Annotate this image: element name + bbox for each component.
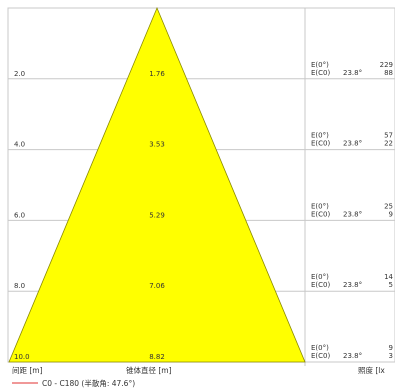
- angle-label-10.0: 23.8°: [343, 352, 362, 360]
- ec0-label-2.0: E(C0): [311, 69, 330, 77]
- distance-label-2.0: 2.0: [14, 70, 25, 78]
- ec0-label-10.0: E(C0): [311, 352, 330, 360]
- e0-value-4.0: 57: [384, 132, 393, 140]
- angle-label-4.0: 23.8°: [343, 140, 362, 148]
- distance-axis-label: 间距 [m]: [12, 366, 43, 375]
- ec0-value-4.0: 22: [384, 140, 393, 148]
- e0-value-2.0: 229: [380, 61, 393, 69]
- e0-label-2.0: E(0°): [311, 61, 329, 69]
- diameter-axis-label: 锥体直径 [m]: [126, 365, 172, 375]
- e0-label-10.0: E(0°): [311, 344, 329, 352]
- distance-label-6.0: 6.0: [14, 211, 25, 219]
- e0-value-6.0: 25: [384, 202, 393, 210]
- e0-label-6.0: E(0°): [311, 202, 329, 210]
- e0-value-8.0: 14: [384, 273, 393, 281]
- angle-label-6.0: 23.8°: [343, 210, 362, 218]
- diameter-label-8.0: 7.06: [149, 282, 165, 290]
- ec0-value-6.0: 9: [389, 210, 393, 218]
- angle-label-2.0: 23.8°: [343, 69, 362, 77]
- ec0-value-10.0: 3: [389, 352, 393, 360]
- light-cone: [8, 6, 306, 363]
- ec0-label-6.0: E(C0): [311, 210, 330, 218]
- distance-label-10.0: 10.0: [14, 353, 30, 361]
- ec0-label-8.0: E(C0): [311, 281, 330, 289]
- ec0-value-2.0: 88: [384, 69, 393, 77]
- diameter-label-4.0: 3.53: [149, 141, 165, 149]
- diameter-label-6.0: 5.29: [149, 211, 165, 219]
- e0-value-10.0: 9: [389, 344, 393, 352]
- ec0-label-4.0: E(C0): [311, 140, 330, 148]
- distance-label-8.0: 8.0: [14, 282, 25, 290]
- e0-label-8.0: E(0°): [311, 273, 329, 281]
- e0-label-4.0: E(0°): [311, 132, 329, 140]
- diameter-label-10.0: 8.82: [149, 353, 165, 361]
- ec0-value-8.0: 5: [389, 281, 393, 289]
- legend-label: C0 - C180 (半散角: 47.6°): [42, 378, 135, 388]
- diameter-label-2.0: 1.76: [149, 70, 165, 78]
- distance-label-4.0: 4.0: [14, 141, 25, 149]
- illuminance-axis-label: 照度 [lx: [358, 365, 385, 375]
- angle-label-8.0: 23.8°: [343, 281, 362, 289]
